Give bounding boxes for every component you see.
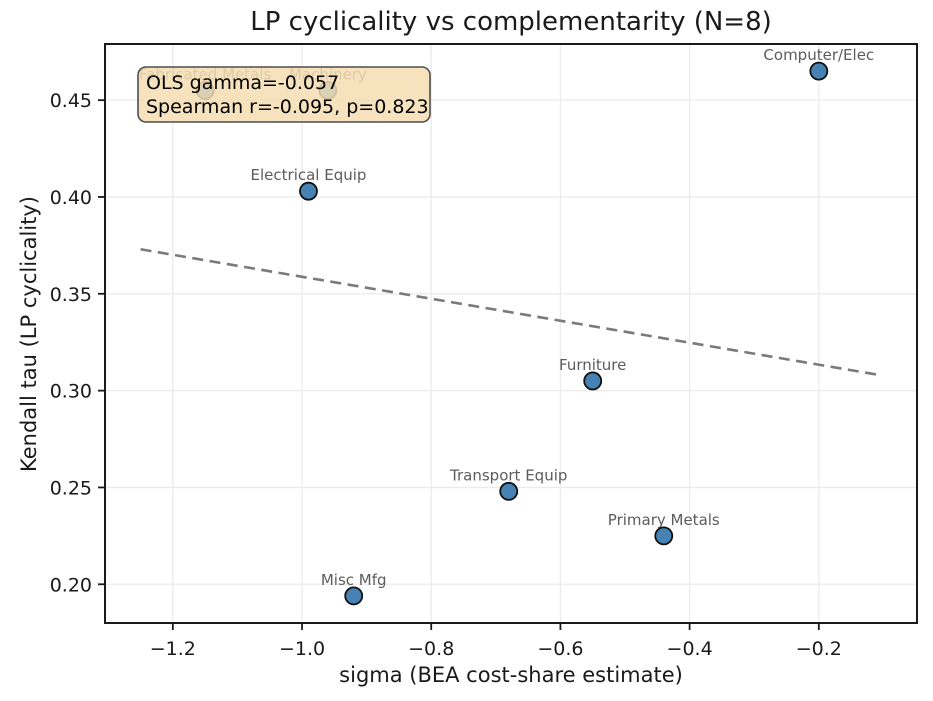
point-label: Transport Equip — [449, 466, 567, 484]
stats-annotation-line2: Spearman r=-0.095, p=0.823 — [146, 96, 429, 118]
data-point — [809, 61, 829, 81]
point-label: Electrical Equip — [251, 166, 367, 184]
data-point — [583, 371, 603, 391]
data-point — [299, 181, 318, 201]
data-point — [654, 526, 674, 546]
y-tick-label: 0.45 — [50, 90, 92, 112]
stats-annotation-line1: OLS gamma=-0.057 — [146, 72, 339, 94]
y-tick-label: 0.35 — [50, 284, 92, 306]
y-tick-label: 0.20 — [50, 574, 92, 596]
x-axis-label: sigma (BEA cost-share estimate) — [339, 663, 683, 687]
point-label: Computer/Elec — [763, 46, 874, 64]
y-tick-label: 0.40 — [50, 187, 92, 209]
ols-trend-line — [140, 247, 881, 377]
data-point — [344, 586, 364, 606]
data-point — [499, 481, 519, 501]
x-tick-label: −0.2 — [796, 638, 842, 660]
x-tick-label: −0.4 — [667, 638, 713, 660]
y-tick-label: 0.30 — [50, 381, 92, 403]
x-tick-label: −0.8 — [408, 638, 454, 660]
y-tick-label: 0.25 — [50, 477, 92, 499]
x-tick-label: −1.0 — [279, 638, 325, 660]
point-label: Misc Mfg — [321, 571, 387, 589]
x-tick-label: −0.6 — [537, 638, 583, 660]
chart-title: LP cyclicality vs complementarity (N=8) — [250, 7, 772, 37]
axes-frame — [104, 43, 918, 624]
point-label: Furniture — [559, 356, 626, 374]
point-label: Primary Metals — [608, 511, 720, 529]
x-tick-label: −1.2 — [150, 638, 196, 660]
stats-annotation-box — [137, 66, 431, 123]
